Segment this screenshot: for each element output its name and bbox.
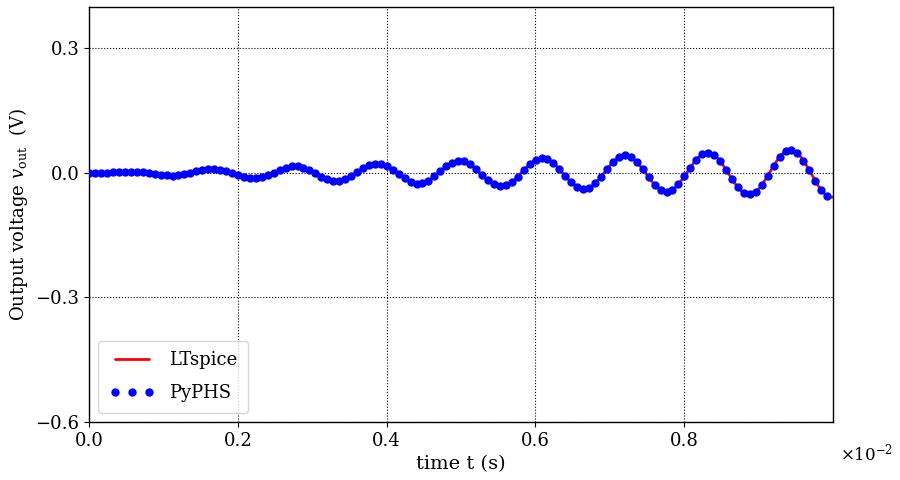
Legend: LTspice, PyPHS: LTspice, PyPHS	[98, 341, 248, 413]
PyPHS	[542, 156, 553, 162]
Y-axis label: Output voltage $v_{\mathrm{out}}$  (V): Output voltage $v_{\mathrm{out}}$ (V)	[7, 108, 30, 321]
Line: PyPHS: PyPHS	[86, 146, 831, 199]
LTspice	[219, 168, 230, 174]
PyPHS	[256, 174, 267, 180]
LTspice	[828, 194, 839, 200]
LTspice	[530, 157, 541, 163]
PyPHS	[822, 193, 832, 199]
LTspice	[568, 181, 579, 187]
PyPHS	[786, 147, 796, 153]
LTspice	[639, 168, 650, 174]
PyPHS	[774, 154, 785, 160]
LTspice	[696, 153, 706, 158]
LTspice	[368, 161, 379, 167]
PyPHS	[721, 167, 732, 172]
X-axis label: time t (s): time t (s)	[417, 455, 506, 473]
LTspice	[84, 170, 94, 176]
PyPHS	[274, 167, 285, 173]
Text: $\times10^{-2}$: $\times10^{-2}$	[840, 443, 893, 465]
PyPHS	[84, 170, 94, 176]
LTspice	[826, 194, 837, 200]
Line: LTspice: LTspice	[89, 150, 833, 197]
LTspice	[785, 147, 796, 153]
PyPHS	[703, 150, 714, 156]
